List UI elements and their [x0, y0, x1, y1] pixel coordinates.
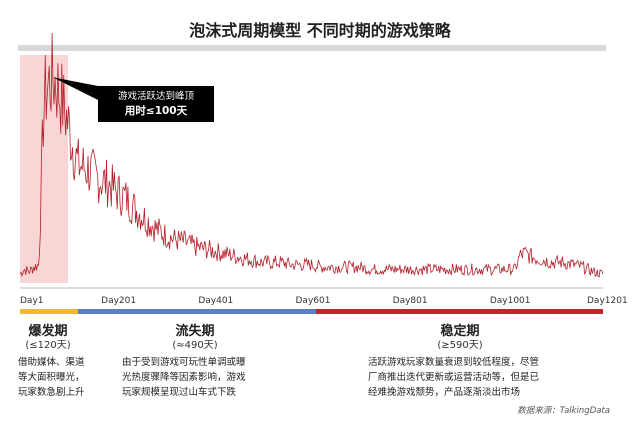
callout-line2: 用时≤100天 — [124, 105, 188, 117]
burst-period-highlight — [20, 55, 69, 283]
phase-desc-line: 玩家数急剧上升 — [18, 387, 85, 398]
phase-desc-churn: 由于受到游戏可玩性单调或曝 光热度骤降等因素影响，游戏 玩家规模呈现过山车式下跌 — [122, 355, 282, 400]
phase-duration-churn: (≈490天) — [172, 340, 218, 351]
phase-bar-churn — [77, 309, 316, 314]
phase-desc-line: 由于受到游戏可玩性单调或曝 — [122, 357, 246, 368]
phase-title-stable: 稳定期 — [440, 324, 480, 339]
phase-duration-burst: (≤120天) — [25, 340, 71, 351]
phase-bar-burst — [20, 309, 78, 314]
phase-desc-burst: 借助媒体、渠道 等大面积曝光， 玩家数急剧上升 — [18, 355, 98, 400]
phase-duration-stable: (≥590天) — [437, 340, 483, 351]
x-tick-label: Day1 — [20, 296, 44, 306]
phase-desc-line: 等大面积曝光， — [18, 372, 85, 383]
phase-title-burst: 爆发期 — [28, 324, 68, 339]
phase-title-churn: 流失期 — [175, 324, 215, 339]
callout-box — [52, 77, 214, 122]
phase-bar-stable — [315, 309, 603, 314]
phase-desc-line: 厂商推出迭代更新或运营活动等，但是已 — [368, 372, 540, 383]
phase-desc-line: 光热度骤降等因素影响，游戏 — [122, 372, 246, 383]
data-source: 数据来源：TalkingData — [517, 406, 610, 416]
phase-desc-line: 活跃游戏玩家数量衰退到较低程度，尽管 — [368, 357, 540, 368]
phase-desc-line: 玩家规模呈现过山车式下跌 — [122, 387, 237, 398]
callout: 游戏活跃达到峰顶 用时≤100天 — [100, 89, 212, 119]
phase-desc-line: 经难挽游戏颓势，产品逐渐淡出市场 — [368, 387, 521, 398]
x-tick-label: Day601 — [295, 296, 331, 306]
phase-desc-stable: 活跃游戏玩家数量衰退到较低程度，尽管 厂商推出迭代更新或运营活动等，但是已 经难… — [368, 355, 578, 400]
callout-line1: 游戏活跃达到峰顶 — [117, 91, 194, 102]
x-tick-label: Day1001 — [489, 296, 531, 306]
x-tick-label: Day1201 — [587, 296, 628, 306]
x-tick-label: Day401 — [198, 296, 234, 306]
x-tick-label: Day201 — [101, 296, 137, 306]
top-divider-bar — [18, 45, 606, 51]
phase-desc-line: 借助媒体、渠道 — [18, 357, 85, 368]
x-tick-label: Day801 — [392, 296, 428, 306]
page-title: 泡沫式周期模型 不同时期的游戏策略 — [189, 21, 451, 40]
active-users-line — [19, 32, 604, 278]
